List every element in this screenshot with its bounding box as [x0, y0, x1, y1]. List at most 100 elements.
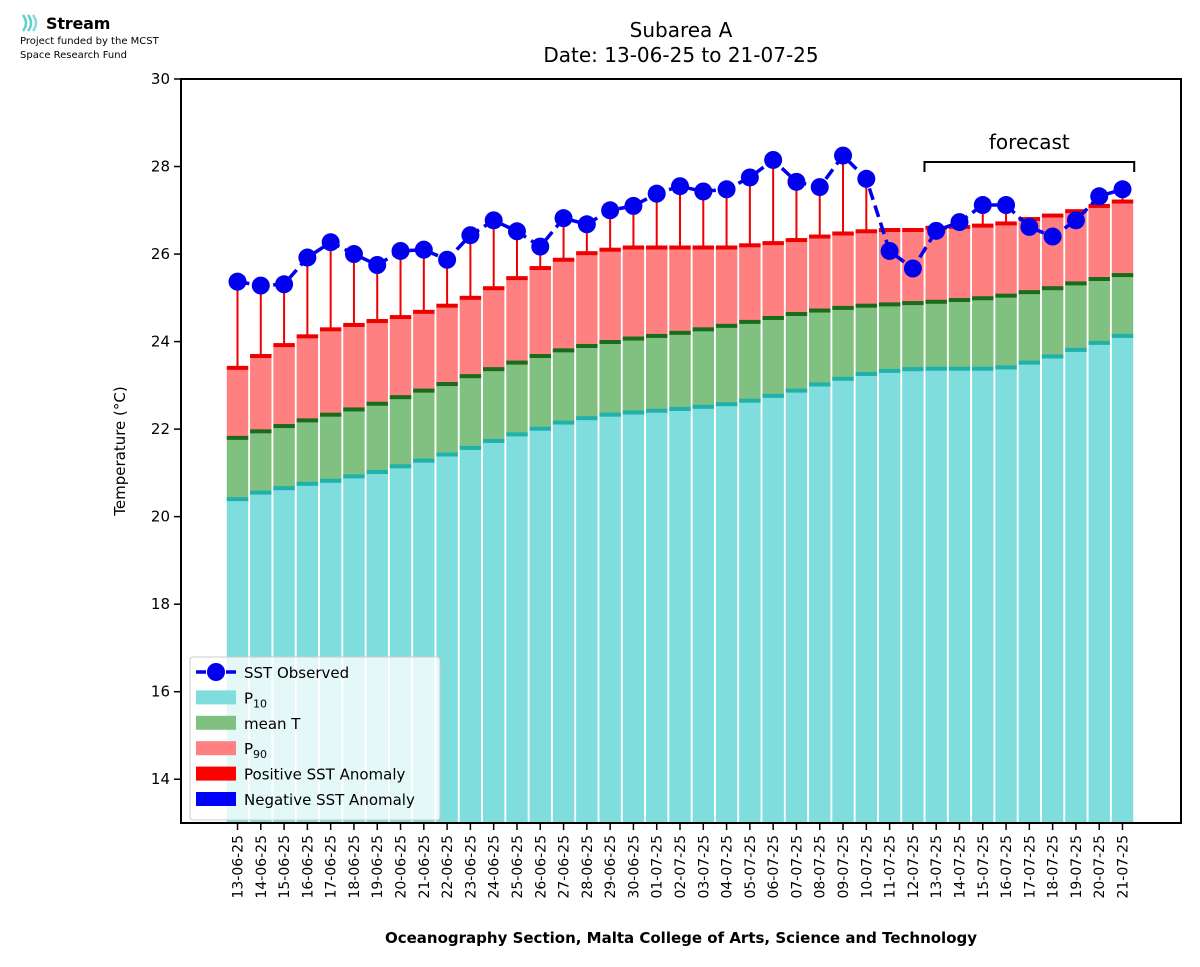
x-tick-label: 05-07-25 — [743, 835, 759, 899]
legend-label: P90 — [244, 740, 267, 761]
mean-cap — [319, 412, 342, 417]
mean-cap — [529, 354, 551, 359]
mean-bar — [878, 304, 901, 371]
sst-observed-point — [484, 211, 503, 230]
mean-bar — [1088, 279, 1110, 343]
mean-bar — [413, 390, 435, 461]
p90-bar — [436, 305, 458, 385]
mean-bar — [273, 426, 295, 489]
p10-bar — [599, 414, 621, 823]
x-tick-label: 16-07-25 — [999, 835, 1015, 899]
p10-bar — [972, 368, 994, 823]
mean-bar — [343, 409, 365, 477]
p10-cap — [948, 366, 971, 371]
p10-cap — [506, 432, 528, 437]
mean-cap — [645, 333, 668, 338]
mean-cap — [785, 312, 808, 317]
legend-patch-swatch — [196, 792, 236, 806]
legend-marker-swatch — [207, 663, 225, 681]
mean-cap — [576, 343, 598, 348]
sst-observed-point — [671, 177, 689, 196]
p10-bar — [902, 369, 924, 823]
p10-bar — [1018, 362, 1041, 823]
y-tick-label: 20 — [151, 508, 170, 526]
mean-cap — [878, 302, 901, 307]
p90-bar — [250, 356, 272, 432]
x-tick-label: 20-07-25 — [1092, 835, 1108, 899]
legend-label: mean T — [244, 715, 301, 733]
mean-bar — [948, 300, 971, 369]
p10-bar — [1065, 349, 1087, 823]
mean-bar — [1041, 288, 1064, 357]
y-tick-label: 16 — [151, 683, 170, 701]
p10-bar — [739, 400, 761, 823]
x-tick-label: 22-06-25 — [440, 835, 456, 899]
p90-bar — [622, 247, 645, 339]
y-tick-label: 26 — [151, 245, 170, 263]
x-tick-label: 09-07-25 — [836, 835, 852, 899]
p10-cap — [855, 371, 878, 376]
p90-bar — [1018, 219, 1041, 293]
mean-bar — [925, 301, 947, 369]
sst-observed-point — [601, 201, 620, 220]
sst-observed-point — [414, 240, 433, 259]
mean-cap — [1111, 273, 1134, 278]
p10-cap — [669, 406, 691, 411]
x-tick-label: 29-06-25 — [603, 835, 619, 899]
legend-label-sub: 90 — [253, 748, 267, 761]
p10-bar — [436, 454, 458, 823]
mean-cap — [762, 315, 784, 320]
mean-cap — [506, 360, 528, 365]
x-tick-label: 11-07-25 — [883, 835, 899, 899]
sst-observed-point — [298, 248, 317, 267]
mean-bar — [832, 307, 854, 379]
p90-bar — [785, 240, 808, 315]
x-tick-label: 21-07-25 — [1116, 835, 1132, 899]
p90-cap — [902, 227, 924, 232]
p10-cap — [645, 408, 668, 413]
p10-cap — [296, 481, 319, 486]
sst-observed-point — [368, 256, 387, 274]
p10-cap — [599, 412, 621, 417]
p10-bar — [529, 428, 551, 823]
sst-observed-point — [228, 272, 247, 291]
p10-cap — [739, 398, 761, 403]
mean-cap — [715, 323, 738, 328]
p90-bar — [389, 317, 412, 398]
p10-bar — [785, 390, 808, 823]
x-tick-label: 25-06-25 — [510, 835, 526, 899]
y-tick-label: 28 — [151, 158, 170, 176]
sst-observed-point — [880, 241, 899, 260]
legend-label-main: P — [244, 689, 253, 707]
mean-bar — [995, 295, 1017, 368]
sst-observed-point — [461, 226, 480, 245]
x-tick-label: 14-07-25 — [952, 835, 968, 899]
p90-bar — [366, 321, 388, 404]
x-tick-label: 15-06-25 — [277, 835, 293, 899]
mean-bar — [1018, 292, 1041, 363]
x-tick-label: 21-06-25 — [417, 835, 433, 899]
plot-frame — [180, 78, 1182, 824]
legend-label: P10 — [244, 689, 267, 710]
legend-patch-swatch — [196, 690, 236, 705]
x-tick-label: 13-07-25 — [929, 835, 945, 899]
mean-bar — [506, 362, 528, 435]
x-tick-label: 03-07-25 — [696, 835, 712, 899]
x-tick-label: 30-06-25 — [626, 835, 642, 899]
p10-cap — [273, 486, 295, 491]
mean-bar — [576, 345, 598, 419]
p10-cap — [1018, 360, 1041, 365]
p90-bar — [599, 249, 621, 343]
sst-observed-point — [764, 150, 783, 169]
legend-label: SST Observed — [244, 664, 349, 682]
y-tick-label: 18 — [151, 595, 170, 613]
p10-bar — [878, 370, 901, 823]
mean-bar — [366, 403, 388, 473]
p10-bar — [506, 434, 528, 823]
mean-cap — [855, 303, 878, 308]
p90-bar — [832, 233, 854, 308]
p10-cap — [715, 402, 738, 407]
x-tick-label: 06-07-25 — [766, 835, 782, 899]
p90-bar — [739, 245, 761, 322]
legend-box — [189, 656, 441, 821]
